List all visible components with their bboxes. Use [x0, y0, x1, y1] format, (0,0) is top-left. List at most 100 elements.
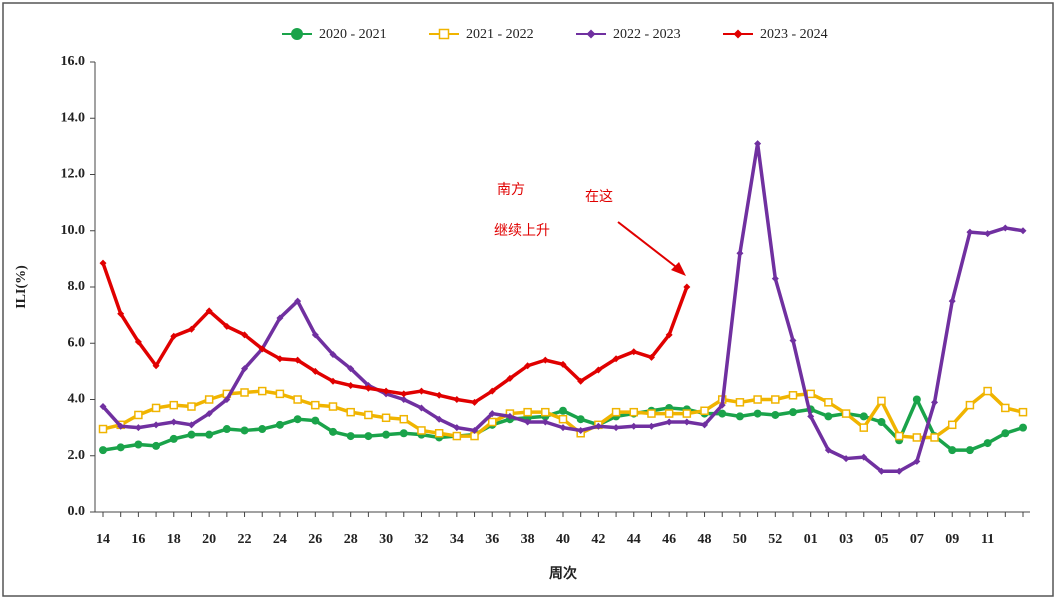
- point: [965, 400, 975, 410]
- y-tick-label: 6.0: [68, 335, 86, 350]
- point: [471, 426, 479, 434]
- point: [223, 396, 231, 403]
- point: [346, 407, 355, 417]
- point: [1001, 429, 1010, 438]
- point: [700, 406, 709, 415]
- annotation: 南方: [497, 182, 525, 198]
- x-tick-label: 09: [945, 532, 959, 547]
- point: [276, 355, 284, 363]
- annotation-arrowhead: [671, 262, 686, 276]
- point: [399, 429, 408, 438]
- point: [966, 228, 974, 236]
- x-tick-label: 07: [910, 532, 924, 547]
- point: [735, 412, 744, 421]
- point: [859, 412, 868, 421]
- point: [134, 424, 142, 432]
- point: [187, 421, 195, 429]
- point: [399, 414, 409, 424]
- point: [611, 407, 621, 417]
- point: [117, 310, 125, 318]
- point: [382, 430, 391, 439]
- point: [417, 426, 426, 435]
- point: [523, 407, 532, 417]
- x-tick-label: 50: [733, 532, 747, 547]
- point: [134, 440, 143, 449]
- x-tick-label: 40: [556, 532, 570, 547]
- x-tick-label: 46: [662, 532, 676, 547]
- x-tick-label: 05: [874, 532, 888, 547]
- point: [187, 402, 196, 411]
- point: [152, 421, 160, 429]
- point: [205, 430, 214, 439]
- point: [524, 418, 532, 426]
- point: [877, 467, 885, 475]
- point: [559, 406, 567, 415]
- point: [346, 432, 355, 441]
- point: [134, 338, 142, 346]
- point: [311, 331, 319, 339]
- point: [665, 331, 673, 339]
- point: [842, 455, 850, 463]
- point: [275, 389, 285, 399]
- legend-label: 2022 - 2023: [613, 27, 681, 42]
- point: [187, 325, 195, 333]
- point: [895, 467, 903, 475]
- point: [735, 398, 745, 407]
- point: [400, 396, 408, 403]
- point: [664, 409, 674, 418]
- x-tick-label: 11: [981, 532, 994, 547]
- point: [718, 409, 727, 418]
- point: [984, 230, 992, 238]
- point: [506, 412, 514, 420]
- point: [859, 423, 869, 432]
- point: [913, 457, 921, 465]
- x-tick-label: 42: [591, 532, 605, 547]
- point: [506, 374, 514, 382]
- x-axis-label: 周次: [549, 565, 577, 582]
- point: [912, 433, 922, 442]
- x-tick-label: 34: [450, 532, 464, 547]
- point: [487, 417, 497, 427]
- point: [471, 398, 479, 406]
- x-tick-label: 22: [238, 532, 252, 547]
- point: [241, 365, 249, 373]
- point: [806, 389, 815, 399]
- point: [877, 396, 886, 406]
- point: [293, 415, 302, 424]
- point: [99, 446, 107, 455]
- x-tick-label: 18: [167, 532, 181, 547]
- y-axis-label: ILI(%): [14, 265, 29, 309]
- point: [258, 345, 266, 353]
- point: [488, 410, 496, 418]
- point: [647, 422, 655, 430]
- point: [311, 367, 319, 375]
- point: [524, 362, 532, 370]
- point: [1001, 224, 1009, 232]
- point: [947, 420, 957, 430]
- point: [347, 381, 355, 389]
- point: [311, 416, 320, 425]
- point: [205, 307, 213, 315]
- point: [1019, 423, 1027, 432]
- x-tick-label: 26: [308, 532, 322, 547]
- point: [152, 441, 161, 450]
- point: [382, 387, 390, 395]
- point: [594, 422, 602, 430]
- point: [134, 410, 143, 420]
- x-tick-label: 30: [379, 532, 393, 547]
- point: [576, 415, 585, 424]
- legend-marker: [733, 29, 743, 39]
- point: [930, 433, 939, 442]
- point: [824, 398, 833, 407]
- point: [577, 377, 585, 385]
- point: [417, 404, 425, 412]
- point: [912, 395, 921, 404]
- point: [187, 430, 196, 439]
- point: [789, 408, 797, 417]
- point: [329, 427, 337, 436]
- point: [364, 410, 373, 420]
- x-tick-label: 44: [627, 532, 641, 547]
- point: [894, 431, 904, 441]
- y-tick-label: 4.0: [68, 392, 86, 407]
